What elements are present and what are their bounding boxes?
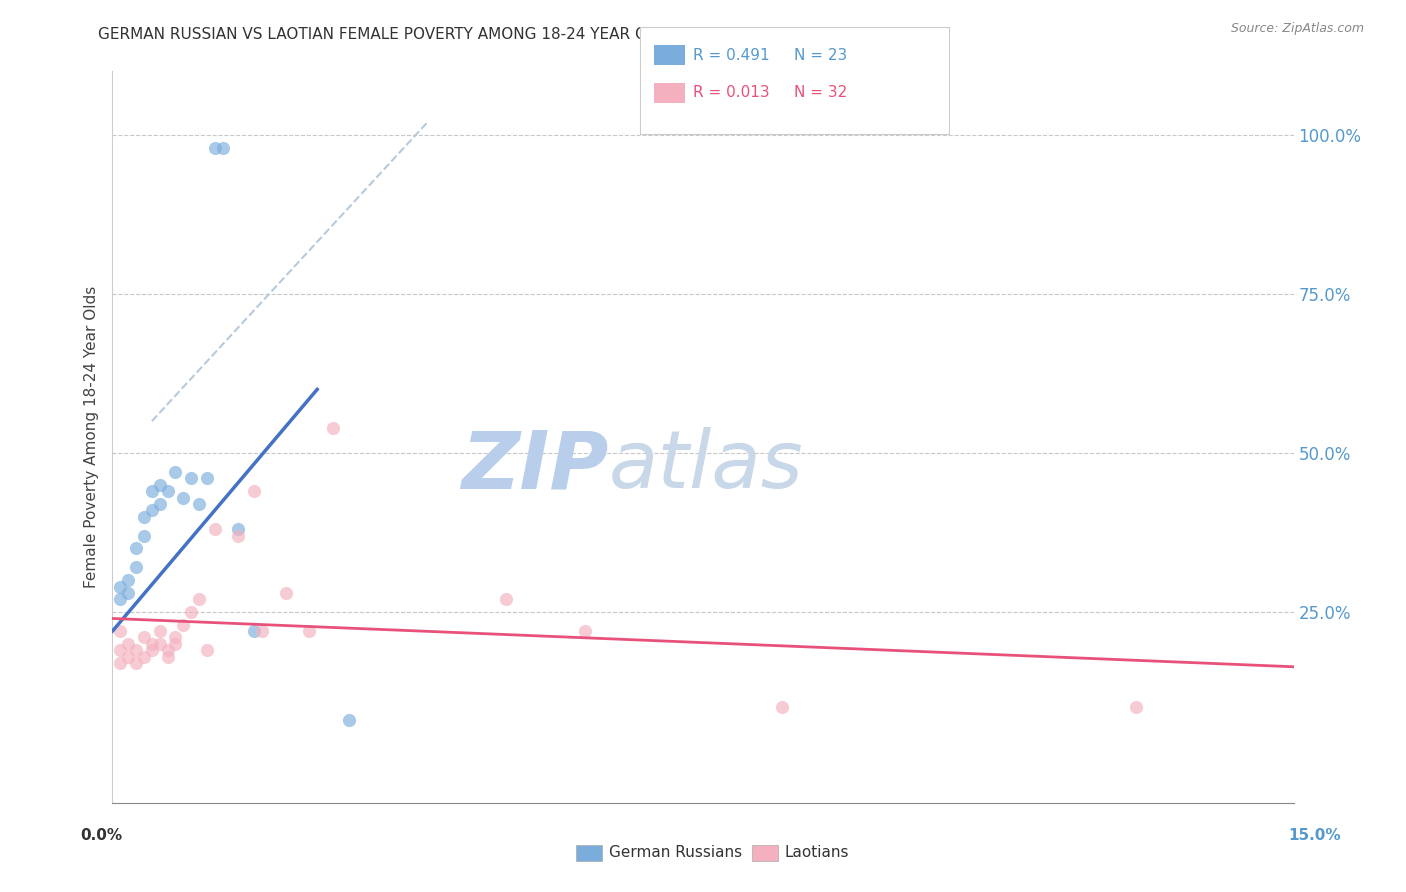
Point (243, 484, 266, 499)
Point (149, 624, 172, 638)
Point (125, 541, 148, 556)
Point (125, 643, 148, 657)
Text: atlas: atlas (609, 427, 803, 506)
Point (141, 484, 163, 499)
Point (172, 491, 194, 505)
Point (156, 649, 179, 664)
Point (188, 592, 211, 607)
Point (132, 649, 155, 664)
Point (298, 624, 321, 638)
Point (125, 656, 148, 670)
Point (110, 592, 132, 607)
Point (125, 560, 148, 574)
Point (204, 522, 226, 536)
Point (165, 637, 187, 651)
Point (141, 643, 163, 657)
Text: German Russians: German Russians (609, 846, 742, 860)
Point (132, 529, 155, 543)
Point (141, 637, 163, 651)
Text: Laotians: Laotians (785, 846, 849, 860)
Text: R = 0.491: R = 0.491 (693, 48, 769, 62)
Point (117, 649, 139, 664)
Point (117, 573, 139, 587)
Text: 15.0%: 15.0% (1288, 828, 1341, 843)
Text: R = 0.013: R = 0.013 (693, 86, 769, 100)
Text: Source: ZipAtlas.com: Source: ZipAtlas.com (1230, 22, 1364, 36)
Point (1125, 700, 1147, 714)
Point (156, 484, 179, 499)
Text: N = 23: N = 23 (794, 48, 848, 62)
Point (117, 637, 139, 651)
Text: N = 32: N = 32 (794, 86, 848, 100)
Point (495, 592, 517, 607)
Point (180, 471, 202, 485)
Point (132, 631, 155, 645)
Point (149, 477, 172, 491)
Text: ZIP: ZIP (461, 427, 609, 506)
Point (274, 586, 297, 600)
Point (132, 509, 155, 524)
Point (228, 529, 250, 543)
Point (574, 624, 596, 638)
Point (110, 656, 132, 670)
Point (322, 420, 344, 434)
Point (228, 522, 250, 536)
Point (337, 713, 360, 727)
Point (141, 503, 163, 517)
Point (110, 643, 132, 657)
Y-axis label: Female Poverty Among 18-24 Year Olds: Female Poverty Among 18-24 Year Olds (83, 286, 98, 588)
Point (204, 141, 226, 155)
Point (110, 624, 132, 638)
Point (156, 643, 179, 657)
Point (117, 586, 139, 600)
Point (180, 605, 202, 619)
Point (165, 465, 187, 479)
Text: GERMAN RUSSIAN VS LAOTIAN FEMALE POVERTY AMONG 18-24 YEAR OLDS CORRELATION CHART: GERMAN RUSSIAN VS LAOTIAN FEMALE POVERTY… (98, 27, 848, 42)
Point (149, 497, 172, 511)
Point (195, 471, 218, 485)
Point (188, 497, 211, 511)
Point (149, 637, 172, 651)
Point (243, 624, 266, 638)
Point (195, 643, 218, 657)
Point (250, 624, 273, 638)
Point (110, 580, 132, 594)
Point (172, 617, 194, 632)
Point (165, 631, 187, 645)
Point (770, 700, 793, 714)
Point (211, 141, 233, 155)
Text: 0.0%: 0.0% (80, 828, 122, 843)
